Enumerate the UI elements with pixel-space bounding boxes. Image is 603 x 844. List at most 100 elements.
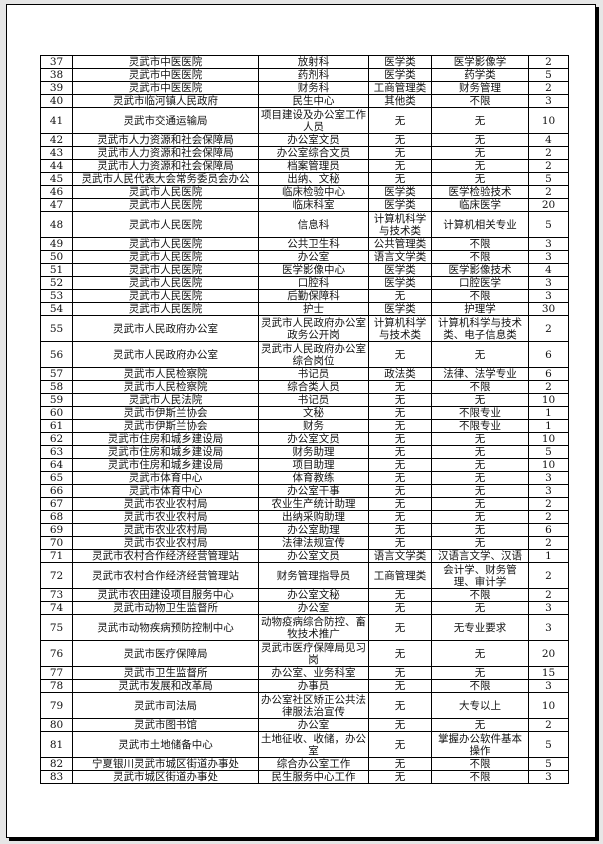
table-row: 58 灵武市人民检察院 综合类人员无不限 2 (40, 380, 569, 394)
table-row: 37 灵武市中医医院 放射科 医学类 医学影像学 2 (40, 55, 569, 69)
headcount-cell: 3 (528, 614, 569, 641)
table-row: 72 灵武市农村合作经济经营管理站 财务管理指导员 工商管理类 会计学、财务管理、审计学… (40, 562, 569, 589)
headcount-cell: 6 (528, 523, 569, 537)
major-category-cell: 无 (368, 406, 432, 420)
unit-name-cell: 灵武市人民医院 (72, 185, 259, 199)
major-cell: 不限 (431, 757, 529, 771)
row-number-cell: 58 (40, 380, 73, 394)
major-category-cell: 无 (368, 445, 432, 459)
unit-name-cell: 灵武市人力资源和社会保障局 (72, 159, 259, 173)
major-cell: 医学影像技术 (431, 263, 529, 277)
row-number-cell: 69 (40, 523, 73, 537)
row-number-cell: 76 (40, 640, 73, 667)
unit-name-cell: 灵武市动物疾病预防控制中心 (72, 614, 259, 641)
major-category-cell: 无 (368, 718, 432, 732)
headcount-cell: 10 (528, 393, 569, 407)
unit-name-cell: 宁夏银川灵武市城区街道办事处 (72, 757, 259, 771)
unit-name-cell: 灵武市人民政府办公室 (72, 341, 259, 368)
department-cell: 灵武市医疗保障局见习岗 (258, 640, 369, 667)
unit-name-cell: 灵武市人民法院 (72, 393, 259, 407)
row-number-cell: 48 (40, 211, 73, 238)
row-number-cell: 79 (40, 692, 73, 719)
table-row: 75 灵武市动物疾病预防控制中心 动物疫病综合防控、畜牧技术推广无无专业要求 3 (40, 614, 569, 641)
row-number-cell: 63 (40, 445, 73, 459)
headcount-cell: 30 (528, 302, 569, 316)
major-category-cell: 无 (368, 393, 432, 407)
major-category-cell: 无 (368, 172, 432, 186)
major-category-cell: 医学类 (368, 276, 432, 290)
department-cell: 办事员 (258, 679, 369, 693)
table-row: 66 灵武市体育中心 办公室干事无无 3 (40, 484, 569, 498)
department-cell: 护士 (258, 302, 369, 316)
unit-name-cell: 灵武市农业农村局 (72, 510, 259, 524)
table-row: 40 灵武市临河镇人民政府 民生中心 其他类 不限 3 (40, 94, 569, 108)
headcount-cell: 2 (528, 510, 569, 524)
major-cell: 无 (431, 523, 529, 537)
table-row: 43 灵武市人力资源和社会保障局 办公室综合文员无无 2 (40, 146, 569, 160)
table-row: 51 灵武市人民医院 医学影像中心 医学类 医学影像技术 4 (40, 263, 569, 277)
major-cell: 财务管理 (431, 81, 529, 95)
major-category-cell: 无 (368, 380, 432, 394)
row-number-cell: 59 (40, 393, 73, 407)
table-row: 56 灵武市人民政府办公室 灵武市人民政府办公室综合岗位无无 6 (40, 341, 569, 368)
major-cell: 不限 (431, 679, 529, 693)
table-row: 48 灵武市人民医院 信息科 计算机科学与技术类 计算机相关专业 5 (40, 211, 569, 238)
department-cell: 办公室 (258, 718, 369, 732)
unit-name-cell: 灵武市图书馆 (72, 718, 259, 732)
major-category-cell: 无 (368, 614, 432, 641)
major-cell: 无 (431, 484, 529, 498)
headcount-cell: 5 (528, 68, 569, 82)
department-cell: 民生中心 (258, 94, 369, 108)
table-row: 67 灵武市农业农村局 农业生产统计助理无无 2 (40, 497, 569, 511)
headcount-cell: 10 (528, 107, 569, 134)
major-category-cell: 无 (368, 523, 432, 537)
department-cell: 办公室助理 (258, 523, 369, 537)
positions-table: 37 灵武市中医医院 放射科 医学类 医学影像学 2 38 灵武市中医医院 药剂科 医学类 药学类 5… (40, 55, 569, 784)
table-row: 70 灵武市农业农村局 法律法规宣传无无 2 (40, 536, 569, 550)
row-number-cell: 72 (40, 562, 73, 589)
table-row: 59 灵武市人民法院 书记员无无 10 (40, 393, 569, 407)
table-row: 83 灵武市城区街道办事处 民生服务中心工作无不限 3 (40, 770, 569, 784)
major-category-cell: 无 (368, 484, 432, 498)
table-row: 53 灵武市人民医院 后勤保障科无不限 3 (40, 289, 569, 303)
row-number-cell: 52 (40, 276, 73, 290)
row-number-cell: 75 (40, 614, 73, 641)
table-row: 69 灵武市农业农村局 办公室助理无无 6 (40, 523, 569, 537)
headcount-cell: 2 (528, 81, 569, 95)
unit-name-cell: 灵武市司法局 (72, 692, 259, 719)
unit-name-cell: 灵武市农村合作经济经营管理站 (72, 549, 259, 563)
major-category-cell: 医学类 (368, 302, 432, 316)
major-category-cell: 无 (368, 159, 432, 173)
table-row: 79 灵武市司法局 办公室社区矫正公共法律服法治宣传无大专以上 10 (40, 692, 569, 719)
table-row: 44 灵武市人力资源和社会保障局 档案管理员无无 2 (40, 159, 569, 173)
major-category-cell: 无 (368, 471, 432, 485)
department-cell: 药剂科 (258, 68, 369, 82)
major-category-cell: 政法类 (368, 367, 432, 381)
major-category-cell: 无 (368, 133, 432, 147)
unit-name-cell: 灵武市人民检察院 (72, 380, 259, 394)
table-row: 57 灵武市人民检察院 书记员 政法类 法律、法学专业 6 (40, 367, 569, 381)
row-number-cell: 81 (40, 731, 73, 758)
major-category-cell: 无 (368, 419, 432, 433)
unit-name-cell: 灵武市伊斯兰协会 (72, 419, 259, 433)
unit-name-cell: 灵武市农业农村局 (72, 523, 259, 537)
row-number-cell: 50 (40, 250, 73, 264)
table-row: 73 灵武市农田建设项目服务中心 办公室文秘无不限 2 (40, 588, 569, 602)
major-cell: 无 (431, 445, 529, 459)
major-cell: 不限 (431, 94, 529, 108)
major-cell: 不限 (431, 237, 529, 251)
row-number-cell: 77 (40, 666, 73, 680)
unit-name-cell: 灵武市人力资源和社会保障局 (72, 133, 259, 147)
table-row: 63 灵武市住房和城乡建设局 财务助理无无 5 (40, 445, 569, 459)
table-row: 39 灵武市中医医院 财务科 工商管理类 财务管理 2 (40, 81, 569, 95)
unit-name-cell: 灵武市中医医院 (72, 81, 259, 95)
table-row: 55 灵武市人民政府办公室 灵武市人民政府办公室政务公开岗 计算机科学与技术类 计算机科… (40, 315, 569, 342)
table-row: 82 宁夏银川灵武市城区街道办事处 综合办公室工作无不限 5 (40, 757, 569, 771)
headcount-cell: 3 (528, 679, 569, 693)
row-number-cell: 44 (40, 159, 73, 173)
row-number-cell: 78 (40, 679, 73, 693)
headcount-cell: 2 (528, 536, 569, 550)
row-number-cell: 40 (40, 94, 73, 108)
unit-name-cell: 灵武市人民医院 (72, 276, 259, 290)
unit-name-cell: 灵武市人民医院 (72, 302, 259, 316)
